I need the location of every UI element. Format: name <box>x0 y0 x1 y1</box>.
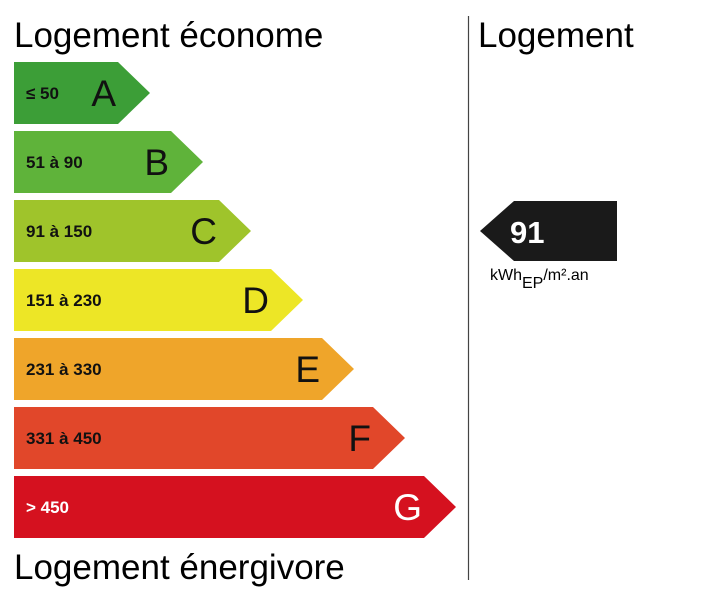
band-letter: A <box>91 73 116 114</box>
band-letter: D <box>242 280 269 321</box>
band-arrow <box>14 131 203 193</box>
band-letter: C <box>190 211 217 252</box>
unit-rest: /m².an <box>543 267 588 284</box>
bottom-label: Logement énergivore <box>14 548 345 587</box>
band-arrow <box>14 338 354 400</box>
band-range: 151 à 230 <box>26 291 102 310</box>
unit-sub: EP <box>522 275 543 292</box>
band-range: 331 à 450 <box>26 429 102 448</box>
top-label: Logement économe <box>14 16 323 55</box>
band-letter: E <box>295 349 320 390</box>
bands: ≤ 50 A 51 à 90 B 91 à 150 C 151 à 230 D 231 à 33… <box>14 62 456 538</box>
band-range: 91 à 150 <box>26 222 92 241</box>
band-range: ≤ 50 <box>26 84 59 103</box>
band-letter: B <box>144 142 169 183</box>
band-letter: F <box>348 418 371 459</box>
indicator-unit: kWhEP/m².an <box>490 267 589 292</box>
indicator-arrow <box>480 201 617 261</box>
band-range: 51 à 90 <box>26 153 83 172</box>
band-arrow <box>14 407 405 469</box>
band-arrow <box>14 200 251 262</box>
right-label: Logement <box>478 16 634 55</box>
band-arrow <box>14 269 303 331</box>
band-arrow <box>14 476 456 538</box>
indicator-value: 91 <box>510 215 544 250</box>
band-range: 231 à 330 <box>26 360 102 379</box>
unit-main: kWh <box>490 267 522 284</box>
band-range: > 450 <box>26 498 69 517</box>
band-letter: G <box>393 487 422 528</box>
band-arrow <box>14 62 150 124</box>
